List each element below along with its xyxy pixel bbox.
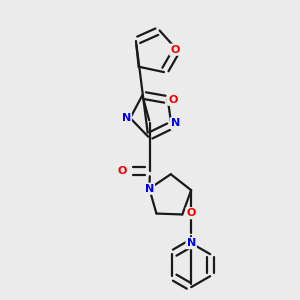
Text: O: O bbox=[168, 95, 178, 105]
Text: O: O bbox=[187, 208, 196, 218]
Text: N: N bbox=[122, 113, 131, 123]
Text: N: N bbox=[171, 118, 180, 128]
Text: N: N bbox=[145, 184, 154, 194]
Text: N: N bbox=[187, 238, 196, 248]
Text: O: O bbox=[117, 166, 127, 176]
Text: O: O bbox=[170, 45, 180, 55]
